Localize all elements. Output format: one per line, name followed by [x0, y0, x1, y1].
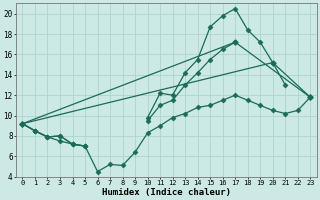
X-axis label: Humidex (Indice chaleur): Humidex (Indice chaleur) — [102, 188, 231, 197]
